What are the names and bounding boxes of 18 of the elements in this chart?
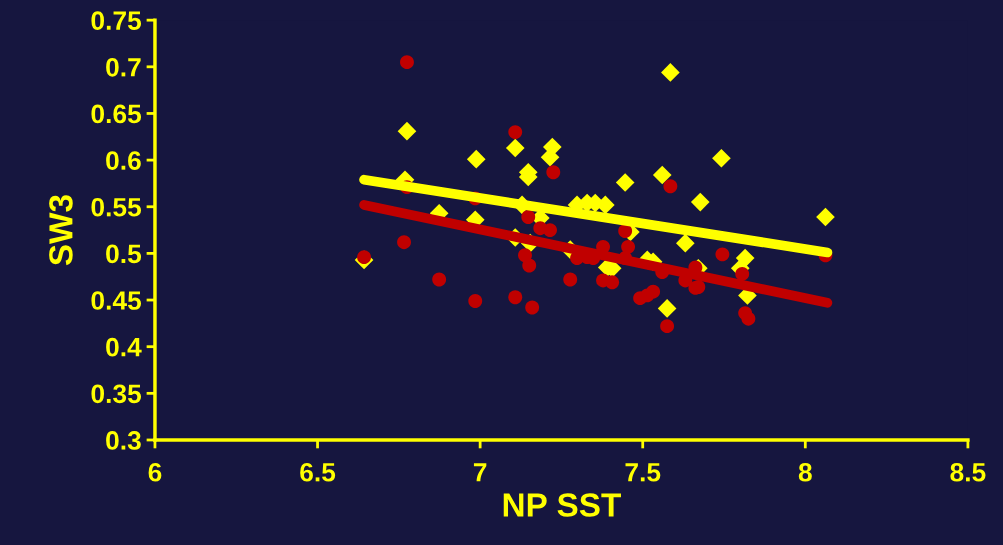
y-tick-label: 0.55 xyxy=(91,197,142,217)
y-tick-label: 0.75 xyxy=(91,11,142,30)
y-tick-label: 0.45 xyxy=(91,291,142,310)
x-tick-label: 7.5 xyxy=(625,463,661,482)
y-tick-label: 0.4 xyxy=(106,337,142,357)
x-tick-label: 8.5 xyxy=(950,462,986,482)
x-tick-label: 8 xyxy=(798,462,812,482)
y-tick-label: 0.35 xyxy=(91,384,142,404)
y-axis-title: SW3 xyxy=(49,195,73,266)
y-tick-label: 0.3 xyxy=(106,431,141,450)
x-tick-label: 6 xyxy=(148,462,162,482)
x-axis-title: NP SST xyxy=(503,493,621,517)
x-tick-label: 6.5 xyxy=(300,462,336,482)
y-tick-label: 0.6 xyxy=(106,151,141,170)
x-tick-label: 7 xyxy=(473,463,487,482)
y-tick-label: 0.65 xyxy=(91,104,142,124)
y-tick-label: 0.5 xyxy=(106,244,142,264)
y-tick-label: 0.7 xyxy=(106,57,141,77)
